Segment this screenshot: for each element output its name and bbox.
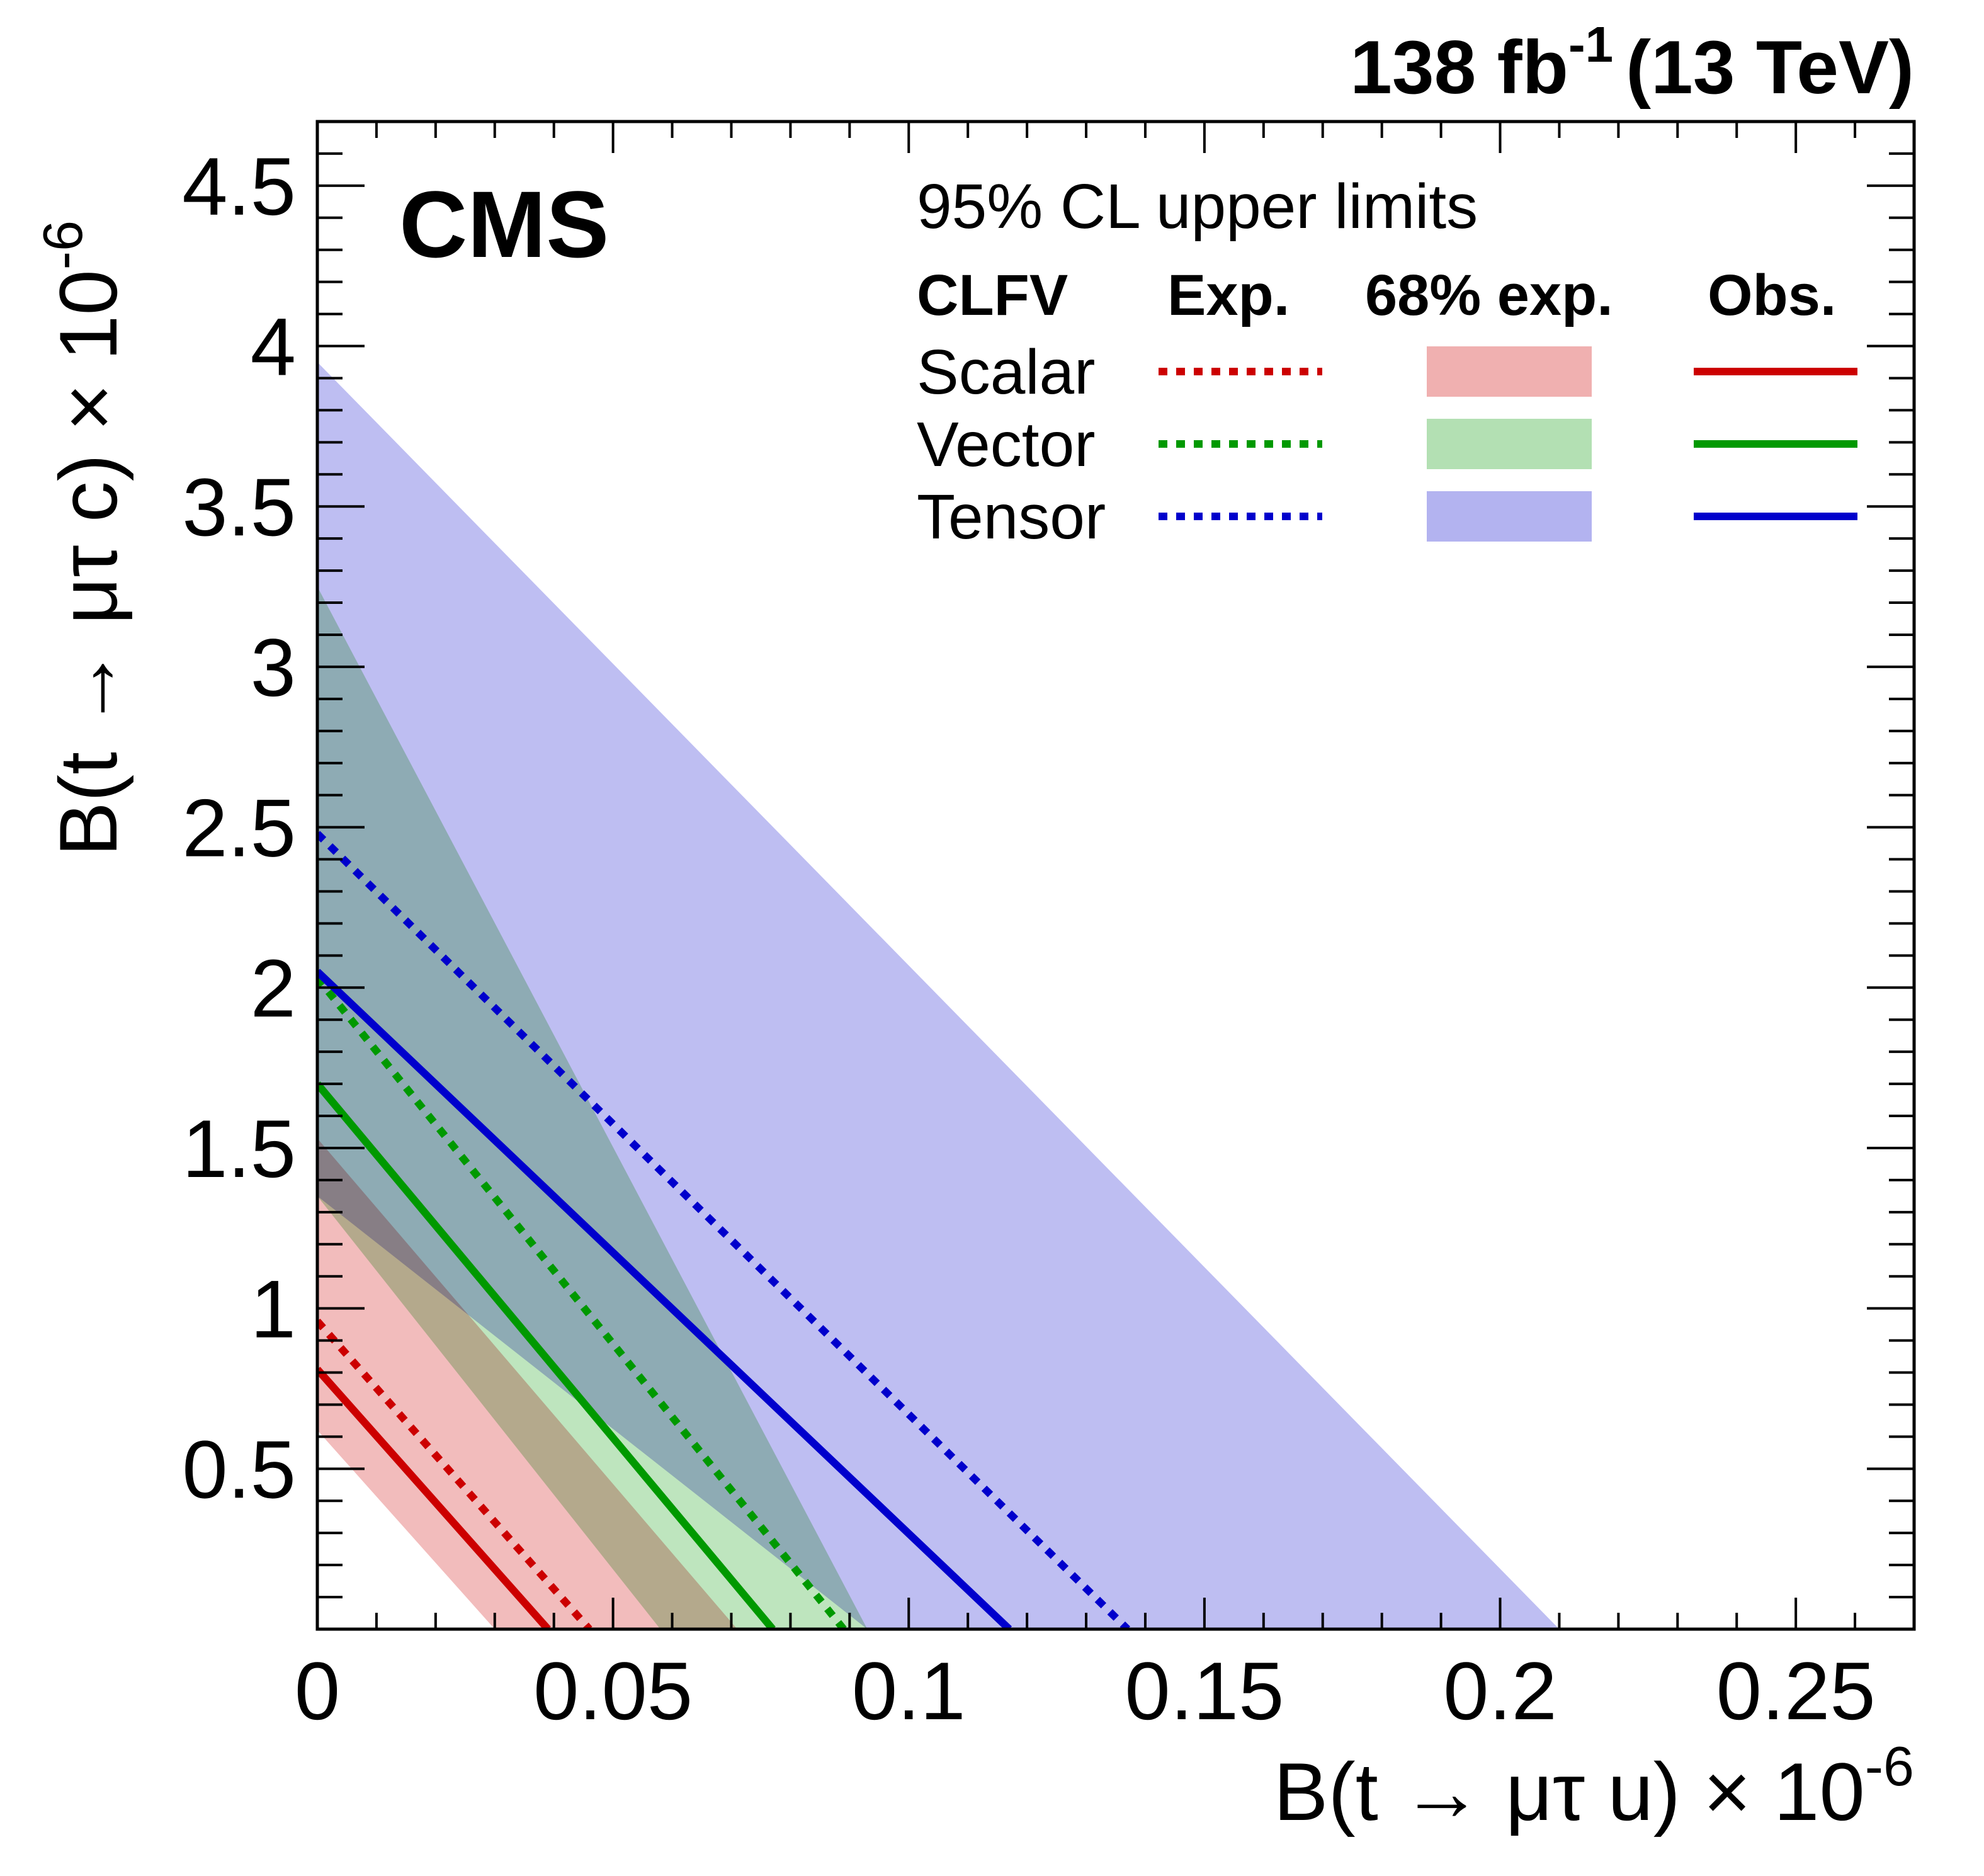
lumi-label: 138 fb-1 (13 TeV) [1350,16,1914,110]
lumi-exponent: -1 [1568,16,1613,72]
y-tick-label: 3 [251,622,296,713]
legend-band-scalar [1427,346,1592,397]
legend: 95% CL upper limits CLFV Exp. 68% exp. O… [917,171,1857,552]
legend-header-exp: Exp. [1167,263,1290,327]
y-tick-label: 3.5 [182,461,296,553]
y-axis-title-text: B(t → μτ c) × 10 [42,270,134,856]
y-tick-labels: 0.5 1 1.5 2 2.5 3 3.5 4 4.5 [182,140,296,1515]
observed-line-tensor [317,969,1012,1629]
y-axis-title-exponent: -6 [31,220,94,270]
observed-line-scalar [317,1367,551,1629]
legend-header-obs: Obs. [1708,263,1836,327]
expected-line-tensor [317,831,1130,1629]
band-scalar [317,1138,737,1629]
x-tick-label: 0.25 [1716,1645,1876,1737]
x-axis-title-exponent: -6 [1865,1735,1914,1797]
legend-header-band: 68% exp. [1365,263,1613,327]
x-axis-title: B(t → μτ u) × 10-6 [1274,1735,1914,1838]
y-tick-label: 1 [251,1263,296,1355]
limit-lines [317,831,1130,1629]
legend-title: 95% CL upper limits [917,171,1478,242]
observed-line-vector [317,1081,776,1629]
plot-frame [315,120,1916,1631]
x-tick-label: 0.15 [1125,1645,1284,1737]
legend-band-vector [1427,419,1592,469]
x-tick-label: 0.2 [1443,1645,1557,1737]
y-tick-label: 2 [251,942,296,1034]
legend-label-scalar: Scalar [917,337,1095,407]
axis-ticks [316,120,1915,1629]
cms-label: CMS [399,171,609,277]
y-tick-label: 2.5 [182,782,296,874]
x-axis-title-text: B(t → μτ u) × 10 [1274,1746,1865,1838]
energy-label: (13 TeV) [1626,25,1914,110]
y-tick-label: 0.5 [182,1423,296,1515]
y-tick-label: 1.5 [182,1103,296,1195]
x-tick-labels: 0 0.05 0.1 0.15 0.2 0.25 [295,1645,1876,1737]
lumi-value: 138 fb [1350,25,1568,110]
legend-band-tensor [1427,491,1592,542]
x-tick-label: 0.1 [852,1645,966,1737]
y-tick-label: 4 [251,301,296,393]
legend-label-vector: Vector [917,409,1096,480]
legend-header-clfv: CLFV [917,263,1068,327]
y-axis-title: B(t → μτ c) × 10-6 [31,220,134,856]
x-tick-label: 0.05 [533,1645,693,1737]
x-tick-label: 0 [295,1645,340,1737]
y-tick-label: 4.5 [182,140,296,232]
legend-label-tensor: Tensor [917,482,1106,552]
expected-line-scalar [317,1319,592,1629]
